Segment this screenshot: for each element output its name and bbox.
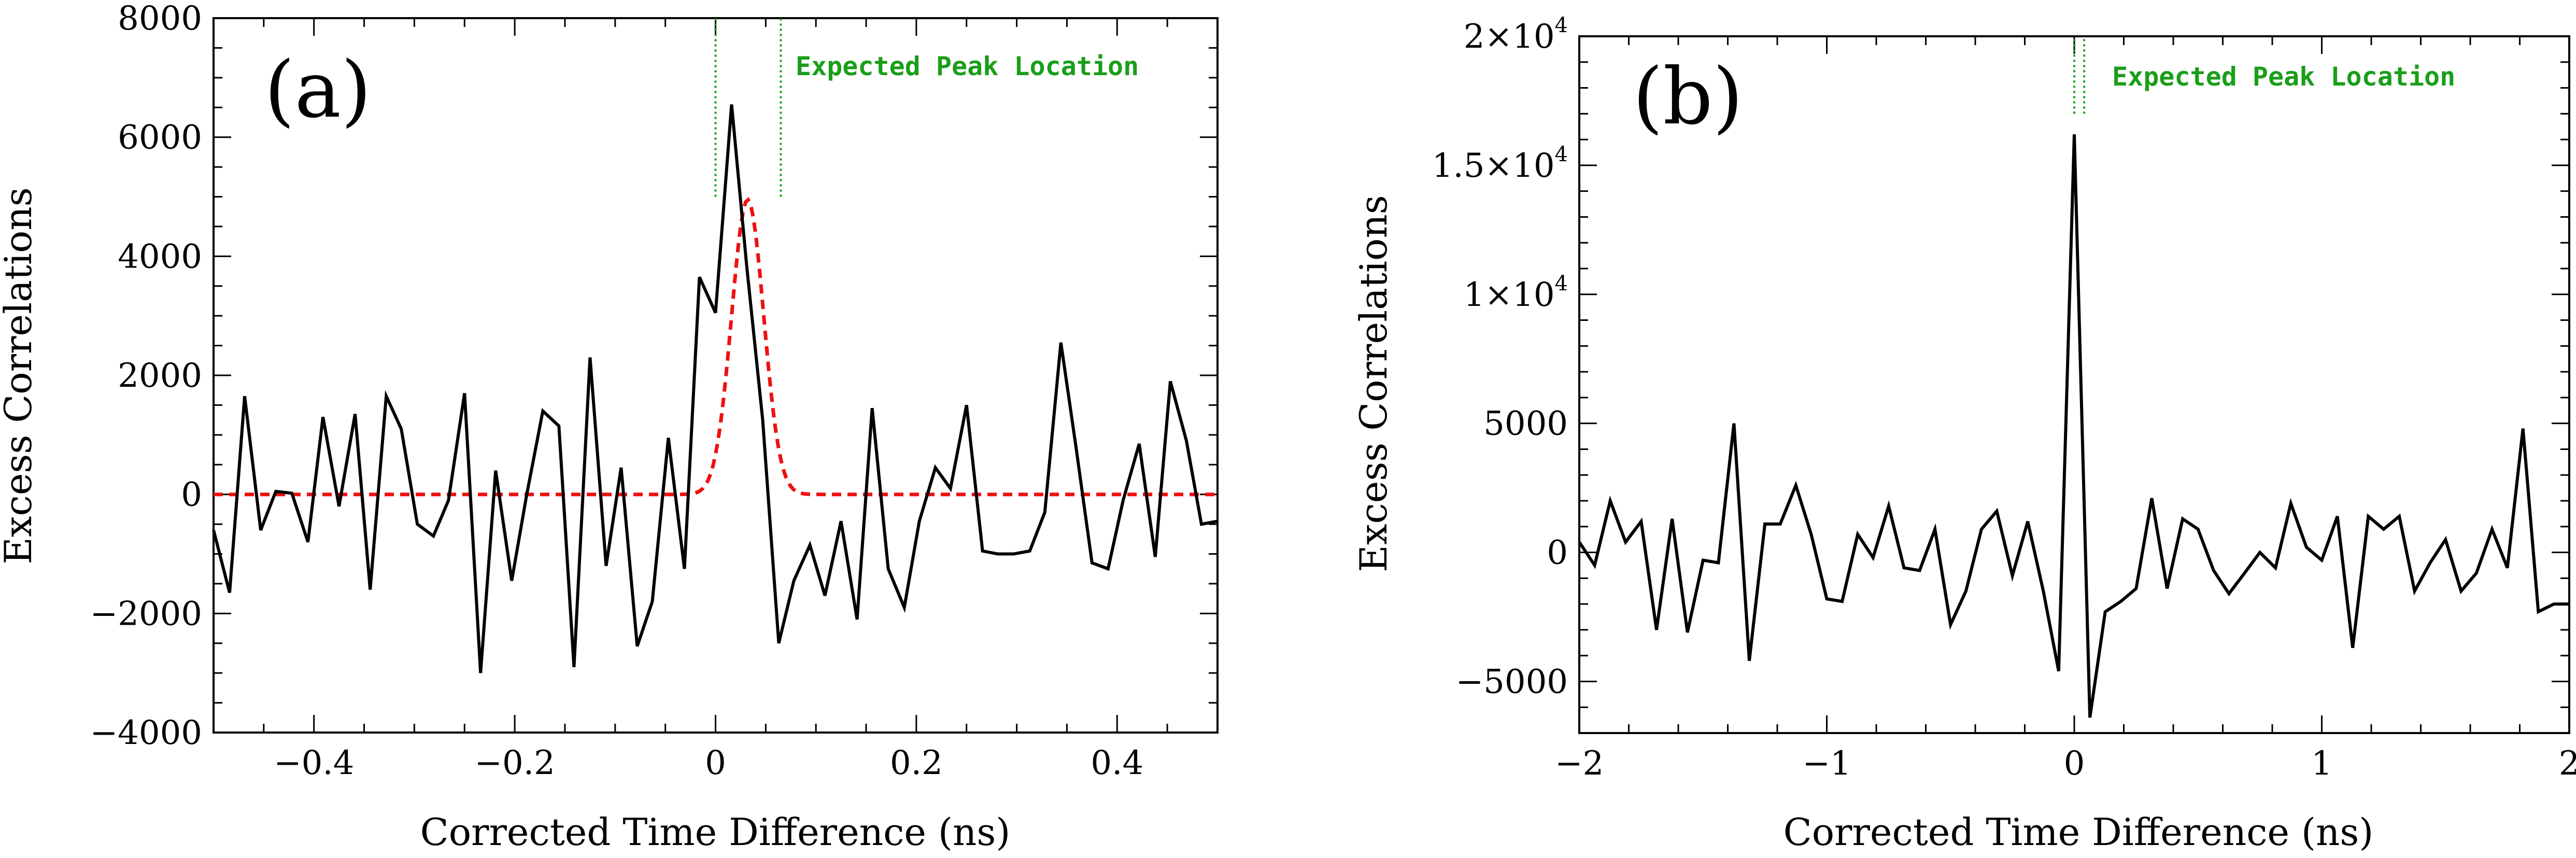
- panel-b: −2 −1 0 1 2 −5000 0 5000 1×104 1.5×104 2×104 (b) E…: [1352, 13, 2576, 854]
- x-tick-label: −1: [1802, 744, 1851, 783]
- tick-labels-a: −0.4 −0.2 0 0.2 0.4 −4000 −2000 0 2000 4000 6000 80…: [90, 0, 1144, 782]
- gaussian-fit-line: [214, 196, 1218, 497]
- axis-ticks-a: [213, 17, 1219, 734]
- y-tick-label: 1×104: [1464, 272, 1568, 314]
- series-a: [212, 104, 1218, 673]
- x-tick-label: −0.2: [474, 744, 555, 782]
- x-axis-title-b: Corrected Time Difference (ns): [1784, 810, 2374, 854]
- panel-label-a: (a): [264, 45, 371, 135]
- data-series-line: [1578, 134, 2569, 718]
- y-tick-label: −4000: [90, 714, 203, 752]
- expected-peak-markers-b: [2073, 36, 2086, 114]
- x-axis-title-a: Corrected Time Difference (ns): [420, 810, 1011, 854]
- x-tick-label: −2: [1555, 744, 1604, 783]
- axis-ticks-b: [1578, 35, 2570, 734]
- x-tick-label: 0.2: [890, 744, 943, 782]
- y-axis-title-a: Excess Correlations: [0, 187, 40, 564]
- expected-peak-markers-a: [714, 18, 782, 197]
- panel-label-b: (b): [1633, 52, 1743, 142]
- x-tick-label: 1: [2311, 744, 2332, 783]
- series-b: [1578, 134, 2569, 718]
- data-series-line: [212, 104, 1218, 673]
- x-tick-label: −0.4: [274, 744, 354, 782]
- annotation-a: Expected Peak Location: [796, 51, 1139, 81]
- panel-a: −0.4 −0.2 0 0.2 0.4 −4000 −2000 0 2000 4000 6000 80…: [0, 0, 1219, 854]
- y-tick-label: −5000: [1456, 663, 1568, 701]
- annotation-b: Expected Peak Location: [2112, 62, 2455, 92]
- y-axis-title-b: Excess Correlations: [1352, 195, 1395, 572]
- y-tick-label: 0: [181, 476, 202, 514]
- y-tick-label: 1.5×104: [1432, 143, 1568, 185]
- y-tick-label: 0: [1547, 534, 1568, 572]
- x-tick-label: 0.4: [1091, 744, 1143, 782]
- y-tick-label: 6000: [118, 119, 202, 157]
- x-tick-label: 0: [2064, 744, 2085, 783]
- y-tick-label: 8000: [118, 0, 202, 38]
- y-tick-label: 5000: [1483, 405, 1568, 443]
- x-tick-label: 2: [2559, 744, 2576, 783]
- y-tick-label: 4000: [118, 237, 202, 276]
- x-tick-label: 0: [705, 744, 726, 782]
- tick-labels-b: −2 −1 0 1 2 −5000 0 5000 1×104 1.5×104 2×104: [1432, 13, 2576, 783]
- y-tick-label: 2×104: [1464, 13, 1568, 56]
- y-tick-label: −2000: [90, 595, 203, 633]
- y-tick-label: 2000: [118, 357, 202, 395]
